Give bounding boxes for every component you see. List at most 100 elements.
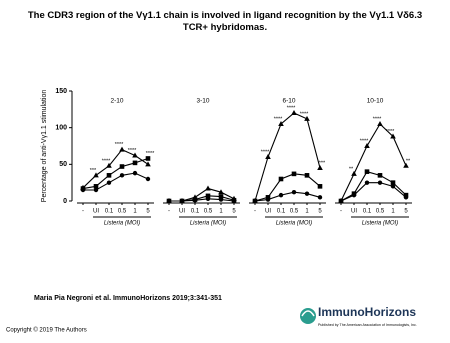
x-tick-label: 0.5 xyxy=(204,209,213,215)
x-tick-label: 1 xyxy=(391,209,395,215)
logo-icon-arc xyxy=(301,310,315,317)
point-circle xyxy=(377,180,383,185)
point-square xyxy=(93,184,99,189)
point-circle xyxy=(132,170,138,176)
x-tick-label: - xyxy=(254,209,256,215)
point-circle xyxy=(351,192,357,198)
point-circle xyxy=(166,198,172,204)
point-triangle xyxy=(119,146,125,152)
x-tick-label: - xyxy=(340,209,342,215)
significance: **** xyxy=(128,148,137,154)
series-line xyxy=(83,172,149,191)
x-axis-label: Listeria (MOI) xyxy=(362,221,398,227)
logo: ImmunoHorizons Published by The American… xyxy=(300,305,417,327)
y-axis-label: Percentage of anti-Vγ1.1 stimulation xyxy=(41,90,48,203)
x-tick-label: 1 xyxy=(219,209,223,215)
point-triangle xyxy=(377,121,383,126)
point-square xyxy=(390,180,396,185)
point-square xyxy=(304,173,310,178)
point-triangle xyxy=(403,162,409,168)
x-tick-label: UI xyxy=(351,209,357,215)
x-axis-label: Listeria (MOI) xyxy=(190,221,226,227)
point-circle xyxy=(403,195,409,200)
significance: ** xyxy=(406,158,411,164)
point-square xyxy=(291,171,297,177)
point-square xyxy=(377,173,383,178)
y-tick-label: 50 xyxy=(59,161,67,168)
point-triangle xyxy=(106,162,112,168)
point-circle xyxy=(265,197,271,202)
point-square xyxy=(145,156,151,161)
point-square xyxy=(218,194,224,199)
point-triangle xyxy=(205,185,211,191)
point-circle xyxy=(179,198,185,204)
x-tick-label: 0.5 xyxy=(118,209,127,215)
copyright: Copyright © 2019 The Authors xyxy=(6,327,87,334)
significance: **** xyxy=(261,149,270,155)
panel-title: 6-10 xyxy=(282,98,295,105)
significance: **** xyxy=(146,151,155,157)
point-circle xyxy=(192,198,198,203)
x-tick-label: 0.5 xyxy=(290,209,299,215)
point-circle xyxy=(218,197,224,202)
significance: **** xyxy=(102,158,111,164)
point-triangle xyxy=(291,110,297,115)
point-square xyxy=(205,193,211,199)
logo-publisher: Published by The American Association of… xyxy=(318,323,417,327)
point-triangle xyxy=(364,143,370,148)
x-tick-label: UI xyxy=(93,209,99,215)
x-tick-label: 5 xyxy=(232,209,236,215)
point-square xyxy=(317,184,323,189)
point-circle xyxy=(106,180,112,185)
logo-icon xyxy=(300,308,316,324)
logo-text: ImmunoHorizons xyxy=(318,305,416,319)
significance: **** xyxy=(386,129,395,135)
significance: **** xyxy=(300,111,309,117)
significance: **** xyxy=(287,105,296,111)
point-square xyxy=(278,176,284,182)
significance: ** xyxy=(349,166,354,172)
point-circle xyxy=(205,196,211,201)
y-tick-label: 100 xyxy=(55,125,67,132)
x-tick-label: - xyxy=(82,209,84,215)
y-tick-label: 150 xyxy=(55,88,67,95)
slide-title: The CDR3 region of the Vγ1.1 chain is in… xyxy=(27,10,423,33)
point-circle xyxy=(80,187,86,193)
point-square xyxy=(364,169,370,174)
x-tick-label: 0.1 xyxy=(191,209,200,215)
x-tick-label: 5 xyxy=(318,209,322,215)
significance: *** xyxy=(90,168,97,174)
point-circle xyxy=(304,191,310,196)
point-circle xyxy=(364,180,370,185)
panel-title: 3-10 xyxy=(196,98,209,105)
point-triangle xyxy=(145,161,151,167)
panel-title: 10-10 xyxy=(367,98,384,105)
series-line xyxy=(254,191,321,202)
point-circle xyxy=(93,187,99,193)
series-line xyxy=(340,123,407,202)
x-tick-label: 0.1 xyxy=(363,209,372,215)
panel-title: 2-10 xyxy=(110,98,123,105)
point-square xyxy=(132,160,138,166)
point-triangle xyxy=(390,133,396,139)
point-triangle xyxy=(132,152,138,158)
x-tick-label: 0.1 xyxy=(277,209,286,215)
series-line xyxy=(254,112,321,202)
point-circle xyxy=(119,173,125,178)
x-tick-label: 0.5 xyxy=(376,209,385,215)
significance: **** xyxy=(274,116,283,122)
point-square xyxy=(106,173,112,178)
point-circle xyxy=(338,198,344,204)
x-tick-label: - xyxy=(168,209,170,215)
series-line xyxy=(254,173,321,202)
point-triangle xyxy=(278,121,284,126)
x-tick-label: 5 xyxy=(146,209,150,215)
title-box: The CDR3 region of the Vγ1.1 chain is in… xyxy=(27,10,423,33)
point-triangle xyxy=(218,189,224,195)
citation: Maria Pia Negroni et al. ImmunoHorizons … xyxy=(34,295,222,302)
point-triangle xyxy=(265,154,271,159)
point-circle xyxy=(252,198,258,204)
y-tick-label: 0 xyxy=(63,198,67,205)
point-circle xyxy=(291,190,297,195)
